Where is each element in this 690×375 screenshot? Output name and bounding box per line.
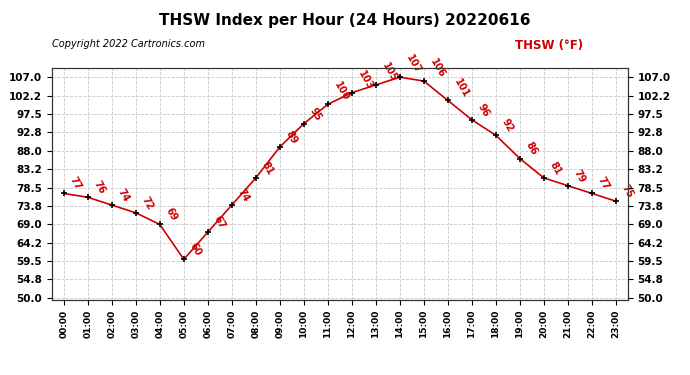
Text: 92: 92 [500,117,515,134]
Text: THSW (°F): THSW (°F) [515,39,583,53]
Text: 101: 101 [452,76,471,99]
Text: 74: 74 [236,187,251,204]
Text: 106: 106 [428,57,447,80]
Text: 105: 105 [380,61,399,84]
Text: 75: 75 [620,183,635,200]
Text: 60: 60 [188,241,204,258]
Text: 107: 107 [404,53,423,76]
Text: 81: 81 [260,160,275,177]
Text: 76: 76 [92,179,108,196]
Text: 100: 100 [332,80,351,103]
Text: 72: 72 [140,195,155,211]
Text: 77: 77 [596,176,611,192]
Text: 81: 81 [548,160,564,177]
Text: 95: 95 [308,106,324,122]
Text: THSW Index per Hour (24 Hours) 20220616: THSW Index per Hour (24 Hours) 20220616 [159,13,531,28]
Text: 79: 79 [572,168,587,184]
Text: 77: 77 [68,176,83,192]
Text: 103: 103 [356,69,375,91]
Text: 69: 69 [164,206,179,223]
Text: 89: 89 [284,129,299,146]
Text: 67: 67 [212,214,228,231]
Text: 74: 74 [116,187,131,204]
Text: 96: 96 [476,102,491,118]
Text: Copyright 2022 Cartronics.com: Copyright 2022 Cartronics.com [52,39,205,50]
Text: 86: 86 [524,140,540,157]
